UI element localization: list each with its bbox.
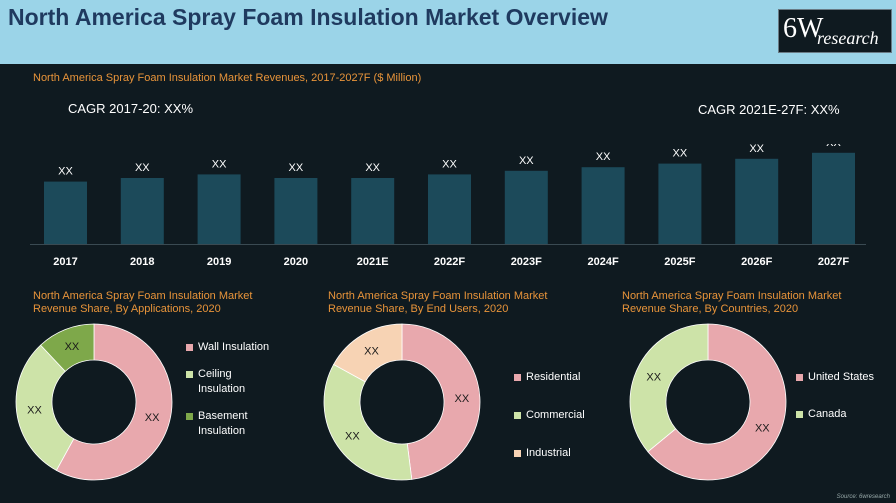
page-title: North America Spray Foam Insulation Mark…	[8, 4, 608, 30]
slice-residential	[401, 323, 481, 480]
x-tick-label: 2027F	[818, 256, 849, 268]
bar-data-label: XX	[442, 158, 457, 170]
slice-data-label: XX	[65, 341, 80, 353]
x-tick-label: 2021E	[357, 256, 389, 268]
bar-2022F	[428, 174, 471, 244]
bar-2025F	[658, 163, 702, 244]
slice-canada	[629, 323, 709, 453]
countries-donut: XX XX	[629, 323, 787, 481]
slice-data-label: XX	[755, 423, 770, 435]
legend-swatch	[186, 371, 193, 378]
legend-swatch	[796, 411, 803, 418]
x-tick-label: 2022F	[434, 256, 465, 268]
pie2-title: North America Spray Foam Insulation Mark…	[328, 290, 548, 315]
legend-label: Canada	[808, 408, 847, 420]
bar-chart-title: North America Spray Foam Insulation Mark…	[33, 72, 422, 84]
x-tick-label: 2023F	[511, 256, 542, 268]
legend-label: Ceiling	[198, 368, 232, 380]
legend-swatch	[514, 412, 521, 419]
countries-legend: United States Canada	[796, 370, 874, 444]
header-banner: North America Spray Foam Insulation Mark…	[0, 0, 896, 64]
bar-2018	[120, 178, 164, 244]
bar-2026F	[735, 158, 779, 244]
slice-data-label: XX	[345, 431, 360, 443]
bar-2017	[44, 181, 87, 244]
legend-swatch	[796, 374, 803, 381]
slice-industrial	[333, 323, 403, 383]
legend-swatch	[514, 374, 521, 381]
bar-2020	[274, 178, 318, 244]
pie3-title: North America Spray Foam Insulation Mark…	[622, 290, 842, 315]
end-users-donut: XX XX XX	[323, 323, 481, 481]
bar-data-label: XX	[826, 144, 841, 149]
legend-item: Commercial	[514, 408, 585, 423]
bar-2027F	[812, 152, 855, 244]
x-tick-label: 2020	[284, 256, 308, 268]
bar-data-label: XX	[135, 162, 150, 174]
applications-legend: Wall Insulation Ceiling Insulation Basement…	[186, 340, 269, 451]
slice-commercial	[323, 363, 413, 481]
legend-item: Residential	[514, 370, 585, 385]
slice-data-label: XX	[364, 345, 379, 357]
source-note: Source: 6wresearch	[836, 494, 890, 500]
pie1-title: North America Spray Foam Insulation Mark…	[33, 290, 253, 315]
revenue-bar-chart: XX 2017 XX 2018 XX 2019 XX 2020 XX 2021E XX 2022F XX…	[30, 144, 866, 268]
bar-data-label: XX	[749, 144, 764, 155]
applications-donut: XX XX XX	[15, 323, 173, 481]
logo-mark: 6W	[783, 13, 824, 44]
x-tick-label: 2017	[53, 256, 77, 268]
bar-data-label: XX	[596, 151, 611, 163]
x-tick-label: 2018	[130, 256, 154, 268]
brand-logo: 6W research	[778, 9, 892, 53]
x-tick-label: 2019	[207, 256, 231, 268]
cagr-left: CAGR 2017-20: XX%	[68, 101, 194, 116]
x-tick-label: 2025F	[664, 256, 695, 268]
legend-label: United States	[808, 371, 875, 383]
bar-2024F	[581, 167, 625, 244]
bar-data-label: XX	[519, 155, 534, 167]
main-panel: North America Spray Foam Insulation Mark…	[0, 64, 896, 503]
x-tick-label: 2024F	[587, 256, 618, 268]
slice-united-states	[647, 323, 787, 481]
slice-wall-insulation	[55, 323, 173, 481]
end-users-legend: Residential Commercial Industrial	[514, 370, 585, 484]
logo-wordmark: research	[817, 28, 879, 48]
legend-label: Residential	[526, 371, 581, 383]
legend-label: Insulation	[198, 425, 246, 437]
x-tick-label: 2026F	[741, 256, 772, 268]
legend-item: Ceiling Insulation	[186, 367, 269, 397]
bar-2023F	[504, 170, 548, 244]
legend-label: Insulation	[198, 383, 246, 395]
legend-label: Industrial	[526, 447, 571, 459]
legend-label: Basement	[198, 410, 248, 422]
slice-basement-insulation	[40, 323, 95, 372]
bar-data-label: XX	[289, 162, 304, 174]
bar-2021E	[351, 178, 395, 244]
legend-item: Canada	[796, 407, 874, 422]
bar-data-label: XX	[58, 166, 73, 178]
slice-data-label: XX	[646, 371, 661, 383]
legend-swatch	[186, 344, 193, 351]
slice-data-label: XX	[145, 412, 160, 424]
legend-label: Commercial	[526, 409, 585, 421]
legend-swatch	[186, 413, 193, 420]
slice-ceiling-insulation	[15, 344, 75, 471]
legend-label: Wall Insulation	[198, 341, 270, 353]
legend-item: Industrial	[514, 446, 585, 461]
slice-data-label: XX	[27, 405, 42, 417]
bar-data-label: XX	[212, 158, 227, 170]
bar-2019	[197, 174, 241, 244]
bar-data-label: XX	[673, 148, 688, 160]
bar-data-label: XX	[365, 162, 380, 174]
legend-swatch	[514, 450, 521, 457]
legend-item: United States	[796, 370, 874, 385]
cagr-right: CAGR 2021E-27F: XX%	[698, 102, 840, 117]
slice-data-label: XX	[455, 393, 470, 405]
legend-item: Basement Insulation	[186, 409, 269, 439]
legend-item: Wall Insulation	[186, 340, 269, 355]
